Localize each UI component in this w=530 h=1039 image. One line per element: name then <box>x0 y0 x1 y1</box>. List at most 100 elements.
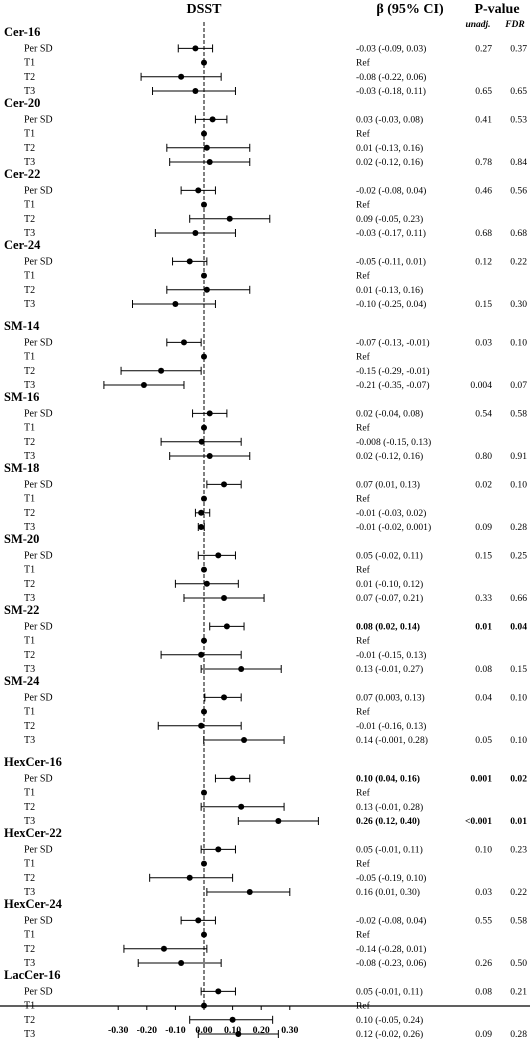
p-fdr-value: 0.68 <box>510 228 527 239</box>
p-unadjusted-value: 0.05 <box>475 735 492 746</box>
p-fdr-value: 0.02 <box>510 773 527 784</box>
row-label: T2 <box>24 214 35 225</box>
row-label: T1 <box>24 58 35 69</box>
point-estimate <box>215 988 222 995</box>
beta-ci-text: 0.16 (0.01, 0.30) <box>356 887 420 898</box>
row-label: T3 <box>24 816 35 827</box>
group-label: SM-18 <box>4 461 39 475</box>
row-label: T1 <box>24 930 35 941</box>
row-label: T3 <box>24 958 35 969</box>
point-estimate <box>201 353 207 360</box>
point-estimate <box>192 88 199 94</box>
row-label: Per SD <box>24 185 53 196</box>
p-fdr-value: 0.30 <box>510 299 527 310</box>
p-fdr-value: 0.23 <box>510 844 527 855</box>
point-estimate <box>140 382 147 388</box>
beta-ci-text: 0.02 (-0.04, 0.08) <box>356 408 423 419</box>
beta-ci-text: -0.01 (-0.16, 0.13) <box>356 721 426 732</box>
point-estimate <box>186 258 193 265</box>
p-unadjusted-value: 0.09 <box>475 1029 492 1039</box>
beta-ci-text: 0.14 (-0.001, 0.28) <box>356 735 428 746</box>
group-label: Cer-20 <box>4 96 40 110</box>
point-estimate <box>275 818 282 824</box>
beta-ci-text: 0.09 (-0.05, 0.23) <box>356 214 423 225</box>
p-unadjusted-value: 0.04 <box>475 692 492 703</box>
beta-ci-text: 0.05 (-0.01, 0.11) <box>356 986 423 997</box>
beta-ci-text: -0.01 (-0.15, 0.13) <box>356 650 426 661</box>
row-label: T1 <box>24 788 35 799</box>
group-label: Cer-22 <box>4 167 40 181</box>
row-label: T1 <box>24 859 35 870</box>
group-label: HexCer-16 <box>4 755 62 769</box>
p-fdr-value: 0.10 <box>510 337 527 348</box>
p-unadjusted-value: 0.10 <box>475 844 492 855</box>
point-estimate <box>198 524 205 530</box>
row-label: Per SD <box>24 986 53 997</box>
row-label: T3 <box>24 887 35 898</box>
beta-ci-text: Ref <box>356 930 371 941</box>
point-estimate <box>206 410 213 417</box>
x-tick-label: 0.00 <box>195 1025 212 1036</box>
point-estimate <box>160 945 167 952</box>
p-fdr-value: 0.01 <box>510 816 527 827</box>
point-estimate <box>203 580 210 587</box>
beta-ci-text: 0.05 (-0.01, 0.11) <box>356 844 423 855</box>
p-fdr-value: 0.65 <box>510 86 527 97</box>
point-estimate <box>246 889 253 895</box>
beta-ci-text: 0.02 (-0.12, 0.16) <box>356 451 423 462</box>
p-fdr-value: 0.56 <box>510 185 527 196</box>
p-value-column-header: P-value <box>474 2 519 17</box>
row-label: T2 <box>24 721 35 732</box>
point-estimate <box>221 694 228 701</box>
row-label: Per SD <box>24 621 53 632</box>
point-estimate <box>192 230 199 236</box>
point-estimate <box>198 651 205 658</box>
p-unadjusted-value: 0.12 <box>475 256 492 267</box>
beta-ci-text: -0.10 (-0.25, 0.04) <box>356 299 426 310</box>
point-estimate <box>203 286 210 293</box>
p-fdr-value: 0.50 <box>510 958 527 969</box>
row-label: T2 <box>24 508 35 519</box>
point-estimate <box>195 187 202 194</box>
beta-ci-text: 0.01 (-0.13, 0.16) <box>356 143 423 154</box>
group-label: Cer-16 <box>4 25 40 39</box>
beta-ci-text: 0.07 (0.01, 0.13) <box>356 479 420 490</box>
p-unadjusted-value: 0.80 <box>475 451 492 462</box>
p-fdr-value: 0.84 <box>510 157 527 168</box>
row-label: T1 <box>24 565 35 576</box>
group-label: Cer-24 <box>4 238 41 252</box>
beta-ci-text: 0.01 (-0.10, 0.12) <box>356 579 423 590</box>
point-estimate <box>229 1016 236 1023</box>
p-unadjusted-value: 0.08 <box>475 664 492 675</box>
point-estimate <box>195 917 202 924</box>
p-unadjusted-value: 0.01 <box>475 621 492 632</box>
row-label: T2 <box>24 366 35 377</box>
point-estimate <box>215 552 222 559</box>
group-label: LacCer-16 <box>4 968 60 982</box>
row-label: Per SD <box>24 337 53 348</box>
beta-ci-text: 0.07 (0.003, 0.13) <box>356 692 425 703</box>
beta-ci-text: Ref <box>356 636 371 647</box>
p-fdr-value: 0.37 <box>510 43 527 54</box>
row-label: T3 <box>24 1029 35 1039</box>
p-fdr-value: 0.91 <box>510 451 527 462</box>
point-estimate <box>238 803 245 810</box>
p-fdr-value: 0.22 <box>510 887 527 898</box>
p-unadjusted-value: 0.03 <box>475 337 492 348</box>
row-label: T3 <box>24 228 35 239</box>
row-label: T3 <box>24 451 35 462</box>
p-fdr-value: 0.10 <box>510 735 527 746</box>
beta-ci-text: 0.10 (0.04, 0.16) <box>356 773 420 784</box>
point-estimate <box>192 45 199 52</box>
p-unadjusted-value: 0.004 <box>470 380 492 391</box>
row-label: Per SD <box>24 915 53 926</box>
beta-ci-text: -0.07 (-0.13, -0.01) <box>356 337 430 348</box>
p-fdr-value: 0.25 <box>510 550 527 561</box>
group-label: HexCer-24 <box>4 897 63 911</box>
beta-ci-text: -0.05 (-0.11, 0.01) <box>356 256 426 267</box>
beta-ci-text: -0.02 (-0.08, 0.04) <box>356 915 426 926</box>
beta-column-header: β (95% CI) <box>376 2 444 17</box>
point-estimate <box>226 215 233 222</box>
point-estimate <box>206 453 213 459</box>
row-label: T1 <box>24 494 35 505</box>
